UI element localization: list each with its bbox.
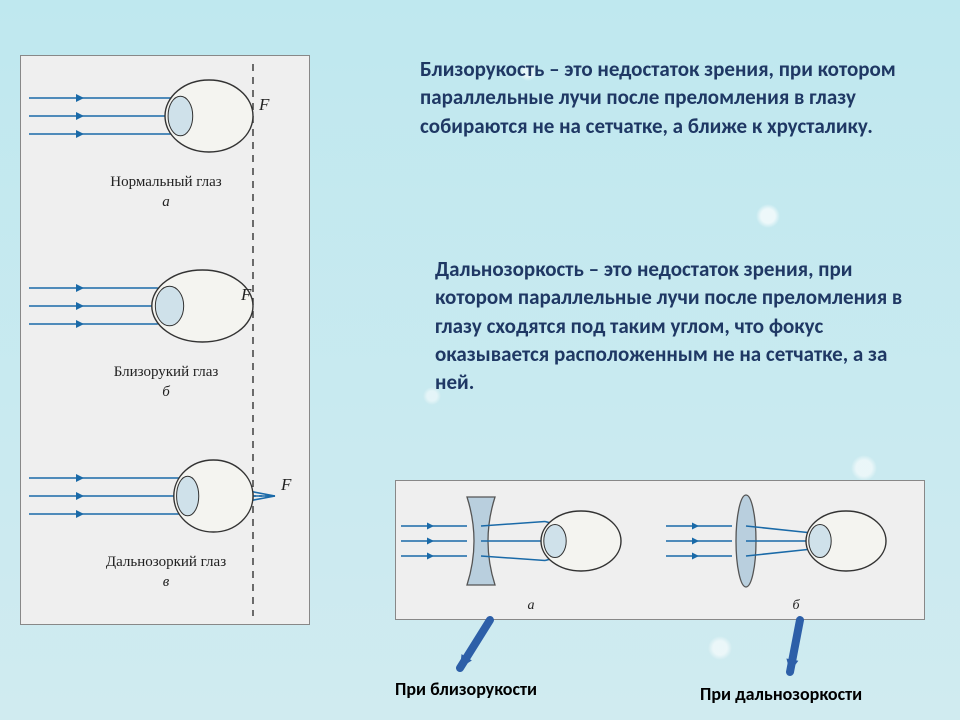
- arrow-hyperopia-icon: [778, 608, 812, 684]
- svg-text:Дальнозоркий глаз: Дальнозоркий глаз: [106, 554, 226, 570]
- myopia-definition: Близорукость – это недостаток зрения, пр…: [420, 55, 920, 140]
- svg-text:F: F: [280, 475, 292, 494]
- hyperopia-definition: Дальнозоркость – это недостаток зрения, …: [435, 255, 915, 397]
- eye-focus-diagram: F Нормальный глаз а F Близорукий глаз б F Дальн…: [20, 55, 310, 625]
- svg-text:а: а: [162, 194, 170, 210]
- svg-text:F: F: [240, 285, 252, 304]
- hyperopia-correction-label: При дальнозоркости: [700, 683, 862, 705]
- svg-text:Нормальный глаз: Нормальный глаз: [110, 174, 222, 190]
- svg-text:а: а: [528, 598, 535, 613]
- svg-text:б: б: [162, 384, 170, 400]
- svg-text:Близорукий глаз: Близорукий глаз: [114, 364, 219, 380]
- arrow-myopia-icon: [448, 608, 502, 680]
- svg-text:F: F: [258, 95, 270, 114]
- corrective-lens-diagram: аб: [395, 480, 925, 620]
- myopia-correction-label: При близорукости: [395, 678, 537, 700]
- svg-text:в: в: [163, 574, 170, 590]
